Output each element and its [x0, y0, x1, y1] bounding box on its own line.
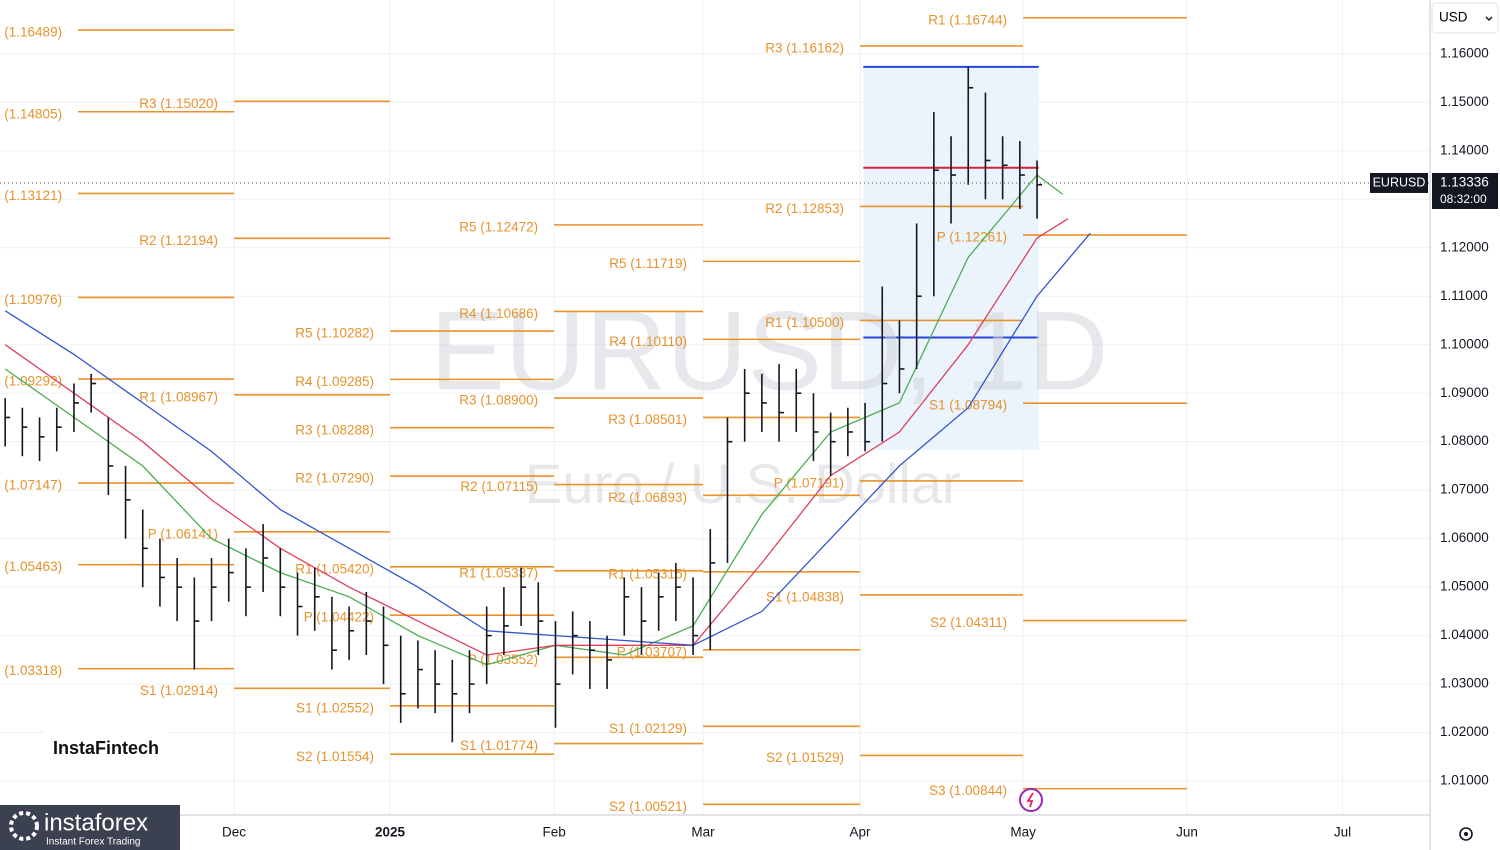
y-tick-label: 1.05000 — [1440, 579, 1489, 594]
pivot-label: S1 (1.08794) — [929, 398, 1007, 413]
symbol-watermark: EURUSD, 1D — [430, 289, 1108, 414]
pivot-label: S3 (1.00844) — [929, 783, 1007, 798]
currency-label: USD — [1439, 10, 1468, 25]
symbol-tag-bg — [1370, 172, 1428, 193]
y-tick-label: 1.02000 — [1440, 724, 1489, 739]
pivot-label: (1.14805) — [4, 106, 62, 121]
fintech-logo: InstaFintech — [53, 738, 159, 758]
pivot-label: R2 (1.12853) — [765, 201, 844, 216]
profile-box — [863, 66, 1039, 450]
y-tick-label: 1.03000 — [1440, 676, 1489, 691]
countdown: 08:32:00 — [1440, 192, 1487, 206]
pivot-label: S1 (1.02552) — [296, 700, 374, 715]
pivot-label: S2 (1.01554) — [296, 749, 374, 764]
settings-icon-dot — [1464, 832, 1468, 836]
y-tick-label: 1.08000 — [1440, 433, 1489, 448]
x-tick-label: May — [1010, 825, 1036, 840]
pivot-label: (1.05463) — [4, 559, 62, 574]
pivot-label: R2 (1.07290) — [295, 471, 374, 486]
pivot-label: R2 (1.07115) — [460, 479, 538, 494]
y-tick-label: 1.01000 — [1440, 773, 1489, 788]
pivot-label: R3 (1.15020) — [139, 96, 218, 111]
pivot-label: P (1.06141) — [148, 526, 218, 541]
pivot-label: P (1.03552) — [468, 652, 538, 667]
pivot-label: R4 (1.10110) — [609, 334, 687, 349]
events-icon[interactable] — [1019, 788, 1043, 812]
x-tick-label: Feb — [542, 825, 565, 840]
pivot-label: R3 (1.08501) — [608, 412, 687, 427]
y-tick-label: 1.04000 — [1440, 627, 1489, 642]
pivot-label: (1.16489) — [4, 25, 62, 40]
pivot-label: S2 (1.01529) — [766, 750, 844, 765]
price-tag-bg — [1432, 172, 1498, 209]
pivot-label: (1.03318) — [4, 663, 62, 678]
pivot-label: R4 (1.09285) — [295, 374, 374, 389]
pivot-label: P (1.03707) — [617, 644, 687, 659]
pivot-label: S1 (1.02129) — [609, 721, 687, 736]
y-tick-label: 1.10000 — [1440, 336, 1489, 351]
x-tick-label: Jul — [1334, 825, 1351, 840]
pivot-label: S1 (1.01774) — [460, 738, 538, 753]
events-icon-bolt — [1026, 792, 1034, 808]
pivot-label: (1.09292) — [4, 374, 62, 389]
pivot-label: R1 (1.05337) — [459, 565, 538, 580]
x-tick-label: 2025 — [375, 825, 406, 840]
pivot-label: S1 (1.04838) — [766, 590, 844, 605]
pivot-label: R1 (1.08967) — [139, 389, 218, 404]
pivot-label: S2 (1.00521) — [609, 799, 687, 814]
pivot-label: P (1.04422) — [304, 610, 374, 625]
forex-logo-icon — [9, 811, 39, 841]
y-tick-label: 1.07000 — [1440, 482, 1489, 497]
pivot-label: R3 (1.08900) — [459, 393, 538, 408]
pivot-label: S2 (1.04311) — [930, 615, 1007, 630]
pivot-label: R3 (1.08288) — [295, 422, 374, 437]
x-tick-label: Apr — [850, 825, 872, 840]
price-axis-bg — [1430, 0, 1500, 850]
pivot-label: R3 (1.16162) — [765, 41, 844, 56]
pivot-label: (1.10976) — [4, 292, 62, 307]
currency-dropdown[interactable] — [1431, 2, 1499, 34]
x-tick-label: Mar — [691, 825, 715, 840]
settings-icon[interactable] — [1459, 827, 1473, 841]
pivot-label: S1 (1.02914) — [140, 683, 218, 698]
x-tick-label: Dec — [222, 825, 246, 840]
y-tick-label: 1.14000 — [1440, 142, 1489, 157]
fintech-logo-bg — [44, 712, 168, 774]
time-axis-bg — [0, 815, 1430, 850]
forex-tagline: Instant Forex Trading — [46, 837, 141, 848]
y-tick-label: 1.09000 — [1440, 385, 1489, 400]
y-tick-label: 1.11000 — [1440, 288, 1488, 303]
dropdown-caret — [1485, 16, 1493, 22]
forex-logo: instaforex — [44, 809, 148, 836]
pivot-label: (1.13121) — [4, 188, 62, 203]
pivot-label: R5 (1.11719) — [609, 256, 687, 271]
pivot-label: R5 (1.10282) — [295, 326, 374, 341]
y-tick-label: 1.06000 — [1440, 530, 1489, 545]
y-tick-label: 1.12000 — [1440, 239, 1489, 254]
pivot-label: R5 (1.12472) — [459, 219, 538, 234]
pivot-label: R1 (1.10500) — [765, 315, 844, 330]
y-tick-label: 1.15000 — [1440, 94, 1489, 109]
y-tick-label: 1.16000 — [1440, 45, 1489, 60]
pivot-label: R1 (1.05315) — [608, 566, 687, 581]
price-tag: 1.13336 — [1440, 175, 1489, 190]
symbol-tag: EURUSD — [1373, 175, 1426, 189]
x-tick-label: Jun — [1176, 825, 1198, 840]
pivot-label: P (1.12261) — [937, 230, 1007, 245]
pivot-label: R2 (1.12194) — [139, 233, 218, 248]
pivot-label: (1.07147) — [4, 478, 62, 493]
pivot-label: R4 (1.10686) — [459, 306, 538, 321]
pivot-label: R1 (1.16744) — [928, 12, 1007, 27]
description-watermark: Euro / U.S. Dollar — [525, 452, 961, 515]
pivot-label: R2 (1.06893) — [608, 490, 687, 505]
